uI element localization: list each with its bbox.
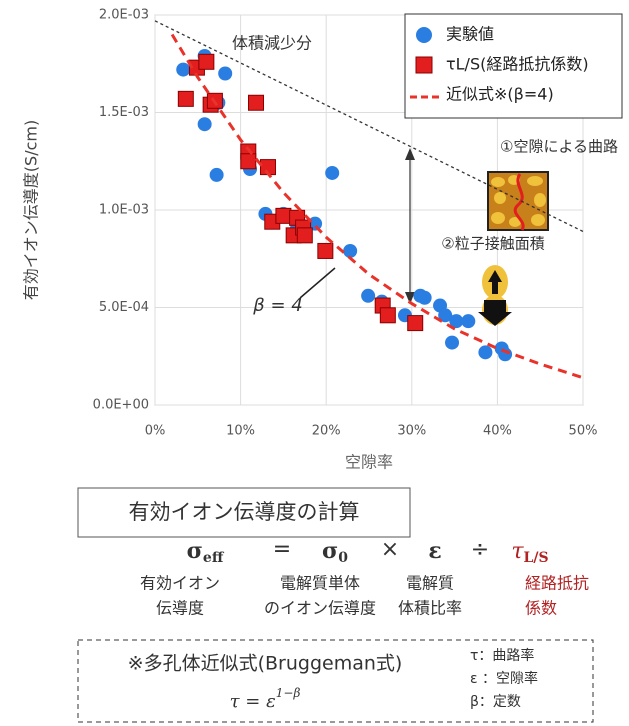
term-description: 経路抵抗 <box>525 574 589 593</box>
contact-icon <box>478 265 512 326</box>
term-symbol: ε <box>428 538 441 564</box>
point <box>379 307 396 324</box>
formula-term: τL/S <box>511 539 548 566</box>
legend-marker <box>416 27 432 43</box>
y-tick-label: 1.0E-03 <box>99 203 149 218</box>
point <box>478 345 493 360</box>
tortuosity-icon <box>487 171 549 231</box>
title-box <box>77 487 411 538</box>
pointer <box>299 267 336 299</box>
operator: × <box>381 537 399 562</box>
point <box>248 94 265 111</box>
legend-marker <box>415 56 433 74</box>
note-box <box>77 639 594 723</box>
term-description: 体積比率 <box>398 599 462 618</box>
point <box>209 167 224 182</box>
point <box>197 117 212 132</box>
x-tick-label: 20% <box>312 424 341 439</box>
symbol-def: ε ：空隙率 <box>470 670 538 687</box>
annotation: β = 4 <box>252 295 302 316</box>
term-description: のイオン伝導度 <box>264 599 376 618</box>
legend-label: 実験値 <box>446 25 494 44</box>
formula-term: σ0 <box>322 538 348 566</box>
y-axis-label: 有効イオン伝導度(S/cm) <box>22 120 41 300</box>
legend-label: 近似式※(β=4) <box>446 85 554 104</box>
formula-term: σeff <box>187 538 225 566</box>
x-tick-label: 10% <box>226 424 255 439</box>
term-description: 係数 <box>525 599 557 618</box>
point <box>498 347 513 362</box>
symbol-def: τ：曲路率 <box>470 647 534 664</box>
point <box>445 335 460 350</box>
y-tick-label: 5.0E-04 <box>99 300 149 315</box>
term-symbol: τ <box>511 539 524 564</box>
point <box>275 207 292 224</box>
symbol-def: β：定数 <box>470 694 521 710</box>
operator: ÷ <box>471 537 489 562</box>
point <box>343 243 358 258</box>
point <box>317 242 334 259</box>
term-description: 電解質単体 <box>280 574 360 593</box>
y-tick-label: 1.5E-03 <box>99 105 149 120</box>
reference-line <box>154 20 584 233</box>
point <box>407 315 424 332</box>
point <box>176 62 191 77</box>
legend-box <box>404 13 623 119</box>
term-sub: eff <box>203 550 225 566</box>
point <box>240 153 257 170</box>
y-tick-label: 2.0E-03 <box>99 8 149 23</box>
legend-label: τL/S(経路抵抗係数) <box>446 55 589 74</box>
term-description: 伝導度 <box>156 599 204 618</box>
term-symbol: σ <box>187 538 203 564</box>
x-tick-label: 40% <box>483 424 512 439</box>
y-tick-label: 0.0E+00 <box>93 398 149 413</box>
note-formula: τ = ε1−β <box>230 686 301 713</box>
point <box>417 290 432 305</box>
point <box>325 165 340 180</box>
x-tick-label: 30% <box>397 424 426 439</box>
term-description: 有効イオン <box>140 574 220 593</box>
point <box>449 314 464 329</box>
note-title: ※多孔体近似式(Bruggeman式) <box>128 653 403 675</box>
formula-base: τ = ε <box>230 691 276 712</box>
formula-term: ε <box>428 538 441 564</box>
term-description: 電解質 <box>406 574 454 593</box>
calc-title: 有効イオン伝導度の計算 <box>129 500 360 524</box>
point <box>438 308 453 323</box>
operator: = <box>273 537 291 562</box>
formula-exponent: 1−β <box>276 686 301 700</box>
x-tick-label: 0% <box>145 424 166 439</box>
x-axis-label: 空隙率 <box>345 453 393 472</box>
annotation: ②粒子接触面積 <box>441 235 544 253</box>
point <box>177 90 194 107</box>
term-symbol: σ <box>322 538 338 564</box>
term-sub: L/S <box>524 550 549 566</box>
point <box>198 53 215 70</box>
point <box>296 227 313 244</box>
x-tick-label: 50% <box>569 424 598 439</box>
point <box>218 66 233 81</box>
point <box>361 288 376 303</box>
reference-label: 体積減少分 <box>232 34 312 53</box>
point <box>461 314 476 329</box>
annotation: ①空隙による曲路 <box>500 138 618 156</box>
term-sub: 0 <box>338 550 348 566</box>
